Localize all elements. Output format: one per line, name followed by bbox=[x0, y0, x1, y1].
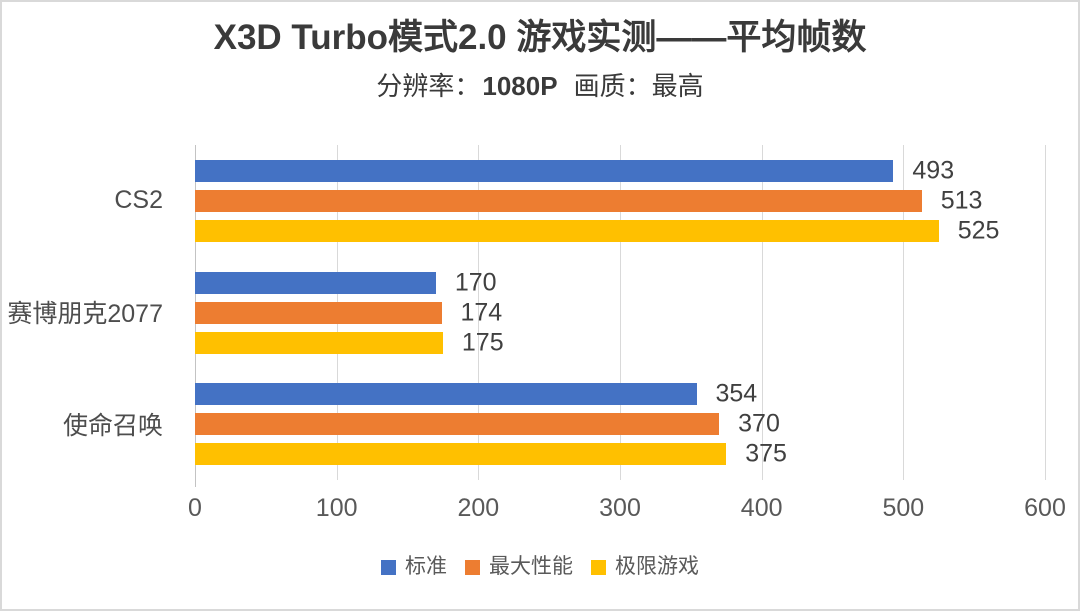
bar-极限游戏-使命召唤 bbox=[195, 443, 727, 466]
category-label-2: 使命召唤 bbox=[62, 412, 163, 441]
gridline-400 bbox=[761, 145, 763, 480]
bar-极限游戏-赛博朋克2077 bbox=[195, 331, 443, 354]
bar-最大性能-CS2 bbox=[195, 189, 922, 212]
subtitle-quality-value: 最高 bbox=[651, 71, 704, 101]
gridline-300 bbox=[620, 145, 621, 480]
legend-swatch-标准 bbox=[381, 559, 396, 575]
bar-极限游戏-CS2 bbox=[195, 219, 939, 242]
value-label-极限游戏-CS2: 525 bbox=[957, 216, 1000, 245]
legend: 标准 最大性能 极限游戏 bbox=[2, 552, 1078, 582]
value-label-最大性能-使命召唤: 370 bbox=[738, 409, 780, 438]
value-label-标准-使命召唤: 354 bbox=[715, 379, 758, 408]
legend-label-极限游戏: 极限游戏 bbox=[615, 555, 699, 578]
chart-subtitle: 分辨率：1080P 画质：最高 bbox=[2, 70, 1078, 102]
value-label-最大性能-CS2: 513 bbox=[940, 186, 983, 215]
value-label-极限游戏-使命召唤: 375 bbox=[745, 439, 787, 468]
legend-label-最大性能: 最大性能 bbox=[489, 555, 573, 578]
value-label-标准-CS2: 493 bbox=[912, 156, 955, 185]
subtitle-resolution-value: 1080P bbox=[482, 71, 558, 101]
legend-item-最大性能: 最大性能 bbox=[465, 554, 573, 580]
x-tick-label-100: 100 bbox=[315, 494, 358, 522]
x-tick-label-400: 400 bbox=[740, 494, 783, 522]
gridline-600 bbox=[1045, 145, 1046, 480]
bar-标准-使命召唤 bbox=[195, 383, 697, 406]
legend-swatch-极限游戏 bbox=[591, 559, 606, 575]
x-tick-label-300: 300 bbox=[599, 494, 641, 522]
value-label-最大性能-赛博朋克2077: 174 bbox=[460, 298, 503, 326]
gridline-200 bbox=[478, 145, 480, 480]
bar-标准-CS2 bbox=[195, 159, 894, 182]
bar-最大性能-赛博朋克2077 bbox=[195, 301, 442, 324]
x-tick-label-600: 600 bbox=[1024, 494, 1066, 522]
x-tick-label-200: 200 bbox=[457, 494, 500, 522]
chart-title: X3D Turbo模式2.0 游戏实测——平均帧数 bbox=[213, 18, 867, 57]
legend-swatch-最大性能 bbox=[465, 559, 480, 575]
legend-label-标准: 标准 bbox=[405, 555, 447, 578]
subtitle-resolution-label: 分辨率： bbox=[376, 71, 481, 101]
category-label-0: CS2 bbox=[114, 186, 163, 215]
gridline-500 bbox=[903, 145, 905, 480]
subtitle-quality-label: 画质： bbox=[573, 71, 652, 101]
x-tick-label-0: 0 bbox=[188, 494, 202, 522]
legend-item-极限游戏: 极限游戏 bbox=[591, 554, 699, 580]
bar-最大性能-使命召唤 bbox=[195, 413, 720, 436]
bar-标准-赛博朋克2077 bbox=[195, 271, 436, 294]
category-label-1: 赛博朋克2077 bbox=[7, 300, 163, 329]
value-label-极限游戏-赛博朋克2077: 175 bbox=[461, 328, 504, 356]
legend-item-标准: 标准 bbox=[381, 554, 447, 580]
value-label-标准-赛博朋克2077: 170 bbox=[454, 268, 497, 296]
x-tick-label-500: 500 bbox=[882, 494, 925, 522]
